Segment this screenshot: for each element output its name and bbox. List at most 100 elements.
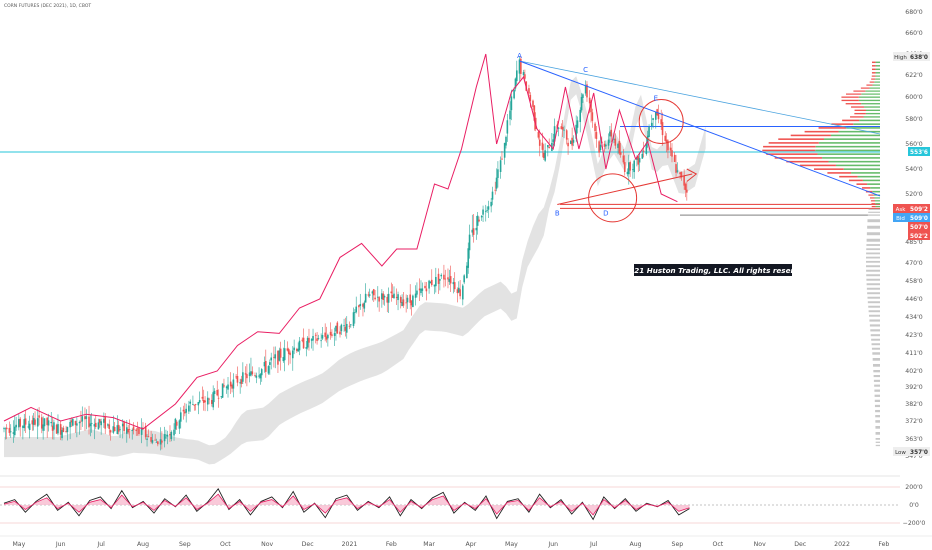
profile-bar-grey [869,314,880,317]
profile-bar-grey [873,370,880,373]
profile-bar-green [869,87,880,89]
profile-bar-green [875,205,880,208]
candle-body [188,405,190,412]
candle-body [216,389,219,396]
candle-body [289,352,291,356]
candle-body [293,347,295,351]
profile-bar-green [835,164,880,167]
candle-body [236,376,239,383]
time-tick-label: Nov [754,541,766,548]
price-tag-value-bg [908,447,930,456]
candle-body [225,386,228,389]
candle-body [178,420,181,429]
profile-bar-red [762,149,816,152]
candle-body [680,171,683,178]
candle-body [610,129,613,137]
candle-body [354,312,356,313]
profile-bar-green [817,153,880,155]
profile-bar-green [864,106,880,108]
osc-tick-label: 0'0 [909,502,919,509]
candle-body [563,129,565,131]
candle-body [622,155,625,163]
candle-body [278,350,281,361]
profile-bar-green [863,116,880,118]
candle-body [462,285,464,300]
profile-bar-red [871,68,876,71]
candle-body [302,337,305,349]
candle-body [471,229,474,233]
candle-body [81,416,84,422]
candle-body [260,369,263,376]
candle-body [416,290,418,295]
candle-body [584,86,587,94]
profile-bar-grey [867,225,880,229]
candle-body [524,74,526,79]
candle-body [613,138,615,140]
profile-bar-grey [875,415,880,418]
candle-body [13,426,16,436]
candle-body [255,375,258,378]
candle-body [437,273,440,284]
profile-bar-green [875,61,880,64]
candle-body [179,412,182,422]
candle-body [652,118,654,120]
candle-body [94,422,97,428]
price-tick-label: 520'0 [905,191,923,198]
candle-body [212,392,214,408]
circle-e [638,99,684,144]
candle-body [53,422,55,430]
profile-bar-green [875,200,880,202]
candle-body [514,78,517,89]
profile-bar-red [862,187,871,189]
candle-body [553,126,556,142]
candle-body [251,371,254,375]
candle-body [248,372,251,376]
candle-body [435,276,437,287]
price-tick-label: 470'0 [905,260,923,267]
candle-body [580,96,583,111]
profile-bar-grey [870,334,880,337]
symbol-label: CORN FUTURES (DEC 2021), 1D, CBOT [4,3,91,9]
candle-body [159,439,162,445]
profile-bar-green [861,93,880,95]
candle-body [208,398,210,400]
candle-body [339,331,341,335]
osc-line-black [3,487,690,521]
candle-body [78,422,81,424]
candle-body [131,430,133,432]
time-tick-label: Jun [55,541,66,548]
candle-body [279,348,282,358]
candle-body [528,88,530,94]
profile-bar-green [853,123,880,125]
candle-body [618,140,621,154]
candle-body [85,416,88,419]
indicator-lines [3,53,678,430]
candle-body [571,137,573,146]
profile-bar-green [859,119,880,122]
candle-body [270,357,272,361]
candle-body [359,303,362,307]
profile-bar-grey [873,364,880,367]
candle-body [497,169,499,178]
price-tag-value-bg [908,231,930,240]
candle-body [325,336,328,340]
candle-body [69,421,71,428]
price-tick-label: 402'0 [905,368,923,375]
price-tag-value: 357'0 [910,450,928,456]
candle-body [391,294,394,298]
candle-body [472,228,475,235]
candle-body [382,293,385,300]
candle-body [166,434,169,437]
candle-body [74,420,77,426]
profile-bar-green [822,157,880,159]
profile-bar-grey [866,278,880,281]
candle-body [378,297,380,302]
candle-body [90,422,93,424]
candle-body [18,419,20,428]
price-tag-value: 507'0 [910,225,928,231]
candle-body [547,144,549,148]
profile-bar-grey [874,389,880,392]
candle-body [480,215,483,218]
